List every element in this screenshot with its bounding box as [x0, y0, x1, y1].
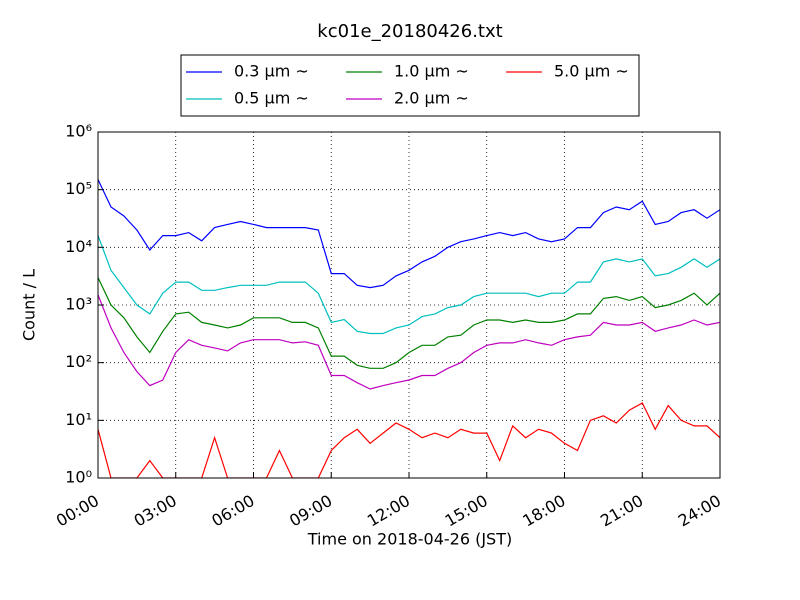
chart-title: kc01e_20180426.txt — [317, 21, 502, 42]
y-axis-label: Count / L — [20, 269, 39, 341]
plot-lines — [98, 179, 720, 478]
series-line — [98, 235, 720, 335]
y-tick-label: 10⁵ — [65, 179, 92, 198]
series-line — [98, 277, 720, 369]
legend-label: 0.5 μm ~ — [234, 89, 309, 108]
y-tick-label: 10³ — [65, 295, 92, 314]
x-axis-label: Time on 2018-04-26 (JST) — [307, 530, 512, 549]
legend-label: 1.0 μm ~ — [394, 62, 469, 81]
y-tick-label: 10¹ — [65, 410, 92, 429]
y-tick-label: 10⁶ — [65, 122, 92, 141]
y-tick-label: 10⁰ — [65, 468, 92, 487]
legend — [180, 54, 640, 117]
series-line — [98, 294, 720, 390]
y-tick-label: 10² — [65, 352, 92, 371]
legend-label: 2.0 μm ~ — [394, 89, 469, 108]
series-line — [98, 179, 720, 289]
series-line — [98, 402, 720, 478]
legend-label: 5.0 μm ~ — [554, 62, 629, 81]
legend-label: 0.3 μm ~ — [234, 62, 309, 81]
y-tick-label: 10⁴ — [65, 237, 92, 256]
